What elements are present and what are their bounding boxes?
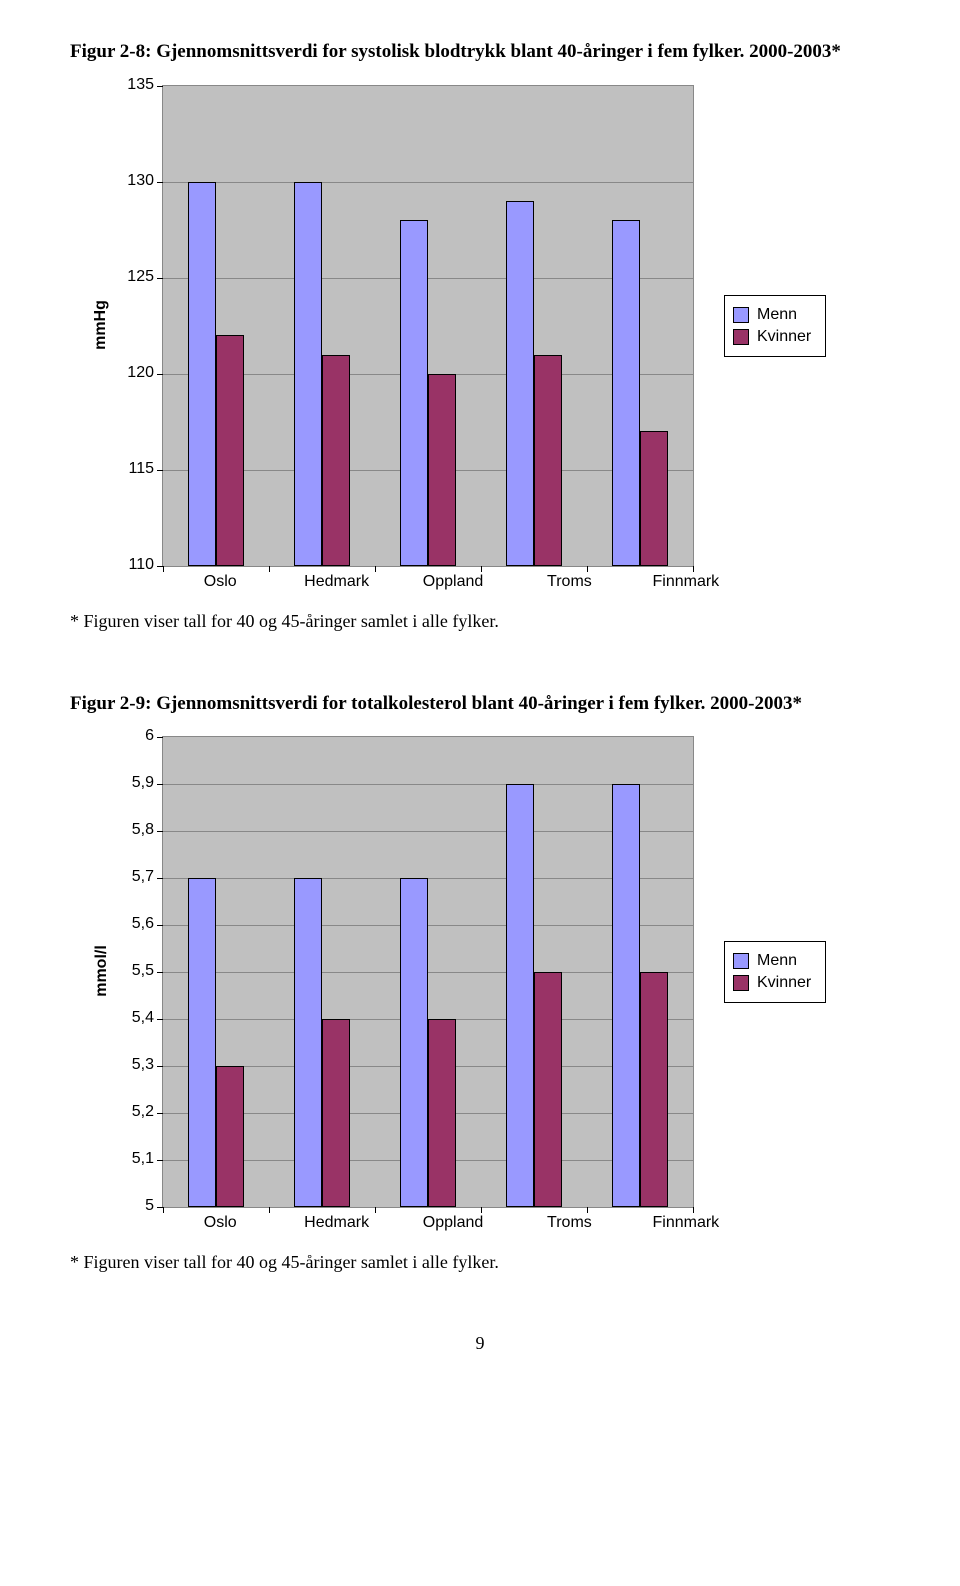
y-tick-label: 5,8 <box>132 821 154 839</box>
bar <box>188 878 216 1207</box>
plot-area <box>162 736 694 1208</box>
legend-swatch <box>733 975 749 991</box>
legend-swatch <box>733 329 749 345</box>
x-tick-label: Oppland <box>395 1208 511 1232</box>
legend: Menn Kvinner <box>724 295 826 357</box>
y-tick-label: 5,4 <box>132 1009 154 1027</box>
legend-item: Kvinner <box>733 328 811 346</box>
bar <box>400 220 428 566</box>
legend-item: Kvinner <box>733 974 811 992</box>
figure-note-2: * Figuren viser tall for 40 og 45-åringe… <box>70 1252 890 1273</box>
x-tick-label: Oppland <box>395 567 511 591</box>
y-tick-label: 5,2 <box>132 1103 154 1121</box>
bar <box>216 1066 244 1207</box>
y-tick-label: 115 <box>128 460 154 478</box>
x-tick-label: Troms <box>511 567 627 591</box>
y-tick-label: 125 <box>127 268 154 286</box>
y-tick-label: 5,6 <box>132 915 154 933</box>
page-number: 9 <box>70 1333 890 1354</box>
plot-area <box>162 85 694 567</box>
y-tick-label: 6 <box>145 727 154 745</box>
figure-title-2: Figur 2-9: Gjennomsnittsverdi for totalk… <box>70 692 890 717</box>
y-tick-label: 5,1 <box>132 1150 154 1168</box>
y-tick-label: 5,5 <box>132 962 154 980</box>
bar <box>294 182 322 566</box>
legend-label: Menn <box>757 306 797 324</box>
x-tick-label: Hedmark <box>278 567 394 591</box>
bar <box>322 355 350 566</box>
legend-item: Menn <box>733 306 811 324</box>
bar <box>506 201 534 566</box>
legend-swatch <box>733 953 749 969</box>
bar <box>188 182 216 566</box>
chart-1: mmHg110115120125130135MennKvinnerOsloHed… <box>110 85 890 591</box>
bar <box>612 220 640 566</box>
bar <box>400 878 428 1207</box>
legend-label: Kvinner <box>757 974 811 992</box>
figure-note-1: * Figuren viser tall for 40 og 45-åringe… <box>70 611 890 632</box>
legend-item: Menn <box>733 952 811 970</box>
bar <box>428 1019 456 1207</box>
legend-label: Menn <box>757 952 797 970</box>
bar <box>640 972 668 1207</box>
y-tick-label: 110 <box>128 556 154 574</box>
bar <box>506 784 534 1207</box>
x-tick-label: Finnmark <box>628 567 744 591</box>
figure-title-1: Figur 2-8: Gjennomsnittsverdi for systol… <box>70 40 890 65</box>
bar <box>534 972 562 1207</box>
y-axis-label: mmHg <box>92 300 110 350</box>
bar <box>612 784 640 1207</box>
x-tick-label: Oslo <box>162 567 278 591</box>
y-axis-label: mmol/l <box>93 946 111 998</box>
x-tick-label: Troms <box>511 1208 627 1232</box>
y-tick-label: 135 <box>127 76 154 94</box>
x-tick-label: Finnmark <box>628 1208 744 1232</box>
y-tick-label: 5,3 <box>132 1056 154 1074</box>
bar <box>428 374 456 566</box>
legend-label: Kvinner <box>757 328 811 346</box>
x-tick-label: Hedmark <box>278 1208 394 1232</box>
chart-2: mmol/l55,15,25,35,45,55,65,75,85,96MennK… <box>110 736 890 1232</box>
bar <box>534 355 562 566</box>
y-tick-label: 5,9 <box>132 774 154 792</box>
y-tick-label: 130 <box>127 172 154 190</box>
y-tick-label: 5 <box>145 1197 154 1215</box>
legend: Menn Kvinner <box>724 941 826 1003</box>
bar <box>294 878 322 1207</box>
y-tick-label: 120 <box>127 364 154 382</box>
bar <box>640 431 668 565</box>
y-tick-label: 5,7 <box>132 868 154 886</box>
bar <box>322 1019 350 1207</box>
bar <box>216 335 244 565</box>
x-tick-label: Oslo <box>162 1208 278 1232</box>
legend-swatch <box>733 307 749 323</box>
